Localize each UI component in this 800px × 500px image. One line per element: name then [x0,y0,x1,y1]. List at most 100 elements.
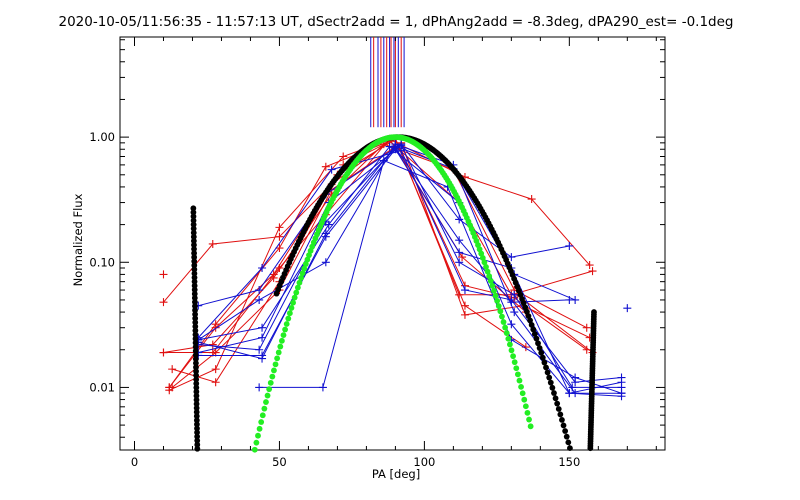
green-fit-point [293,289,300,296]
green-fit-point [527,423,534,430]
x-tick-label: 150 [558,455,580,469]
green-fit-point [486,273,493,280]
blue-series-line [198,144,622,388]
green-fit-point [521,396,528,403]
blue-series-point [617,389,626,398]
blue-series-point [455,215,464,224]
black-fit-point [565,439,572,446]
green-fit-point [508,347,515,354]
red-series-point [165,383,174,392]
black-side-lobe-point [194,425,200,432]
chart-title: 2020-10-05/11:56:35 - 11:57:13 UT, dSect… [58,14,733,30]
blue-series-point [507,320,516,329]
green-fit-point [277,343,284,350]
y-axis-label: Normalized Flux [71,193,85,286]
red-series-point [582,323,591,332]
green-fit-point [263,399,269,405]
black-side-lobe-point [194,441,201,448]
blue-series-point [617,378,626,387]
black-fit-point [560,422,567,429]
black-side-lobe-point [190,233,197,240]
green-fit-point [497,308,504,315]
black-fit-point [543,364,549,371]
black-side-lobe-point [194,433,201,440]
black-side-lobe-point [192,352,199,358]
black-side-lobe-point [193,392,200,399]
red-series-point [321,162,330,171]
red-series-line [163,140,593,303]
x-axis-label: PA [deg] [372,467,420,481]
green-fit-point [526,416,532,423]
black-fit-point [530,326,537,333]
black-side-lobe-point [193,376,200,383]
black-side-lobe-point [192,327,199,334]
black-side-lobe-point [191,262,198,269]
black-side-lobe-point [192,331,199,338]
x-tick-label: 100 [413,455,435,469]
green-fit-point [518,383,524,390]
black-fit-point [541,359,548,366]
blue-series-point [455,258,464,267]
green-fit-point [494,297,501,304]
green-fit-point [301,265,308,272]
green-fit-point [283,321,290,327]
green-fit-point [275,349,282,356]
green-fit-point [478,250,485,257]
red-series-point [585,261,594,270]
black-side-lobe-point [194,429,200,436]
green-fit-point [279,337,285,344]
red-series-point [458,253,467,262]
black-fit-point [554,400,561,407]
red-series-point [168,365,177,374]
red-series-line [171,142,590,388]
green-fit-point [492,292,499,299]
green-fit-point [269,373,276,380]
black-side-lobe-point [193,360,199,367]
blue-series-point [510,308,519,317]
green-fit-point [261,405,268,412]
blue-series-point [255,295,264,304]
green-fit-point [516,377,523,384]
green-fit-point [302,261,309,267]
green-fit-point [280,332,287,339]
green-fit-point [505,335,512,342]
black-side-lobe-point [191,282,198,289]
black-side-lobe-point [190,213,197,220]
green-fit-point [511,359,518,366]
x-tick-label: 50 [272,455,287,469]
black-side-lobe-point [190,221,197,228]
green-fit-point [507,341,513,348]
black-side-lobe-point [193,396,200,403]
blue-series-line [198,148,622,394]
y-tick-label: 0.01 [89,380,115,394]
blue-series-line [197,150,622,383]
blue-series-line [198,145,576,360]
axes-frame [119,36,666,451]
red-series-point [211,365,220,374]
green-fit-point [267,379,274,386]
green-fit-point [298,275,304,281]
y-tick-label: 1.00 [89,130,115,144]
blue-series-point [571,373,580,382]
black-fit-point [549,384,556,391]
black-side-lobe-point [191,286,198,293]
green-fit-point [296,279,303,286]
green-fit-point [251,446,258,453]
green-fit-point [285,315,292,322]
black-side-lobe-point [193,372,200,379]
green-fit-point [274,355,281,362]
blue-series-point [623,304,632,313]
black-fit-point [559,416,565,423]
green-fit-point [291,294,298,301]
green-fit-point [286,310,293,317]
black-side-lobe-point [191,290,198,297]
black-fit-point [557,411,564,418]
black-side-lobe-point [191,295,198,301]
green-fit-point [524,409,531,416]
black-side-lobe-point [193,368,199,375]
blue-series-line [198,145,622,397]
blue-series-point [324,220,333,229]
blue-series-line [198,143,622,394]
x-tick-label: 0 [131,455,138,469]
black-side-lobe-point [193,405,200,411]
